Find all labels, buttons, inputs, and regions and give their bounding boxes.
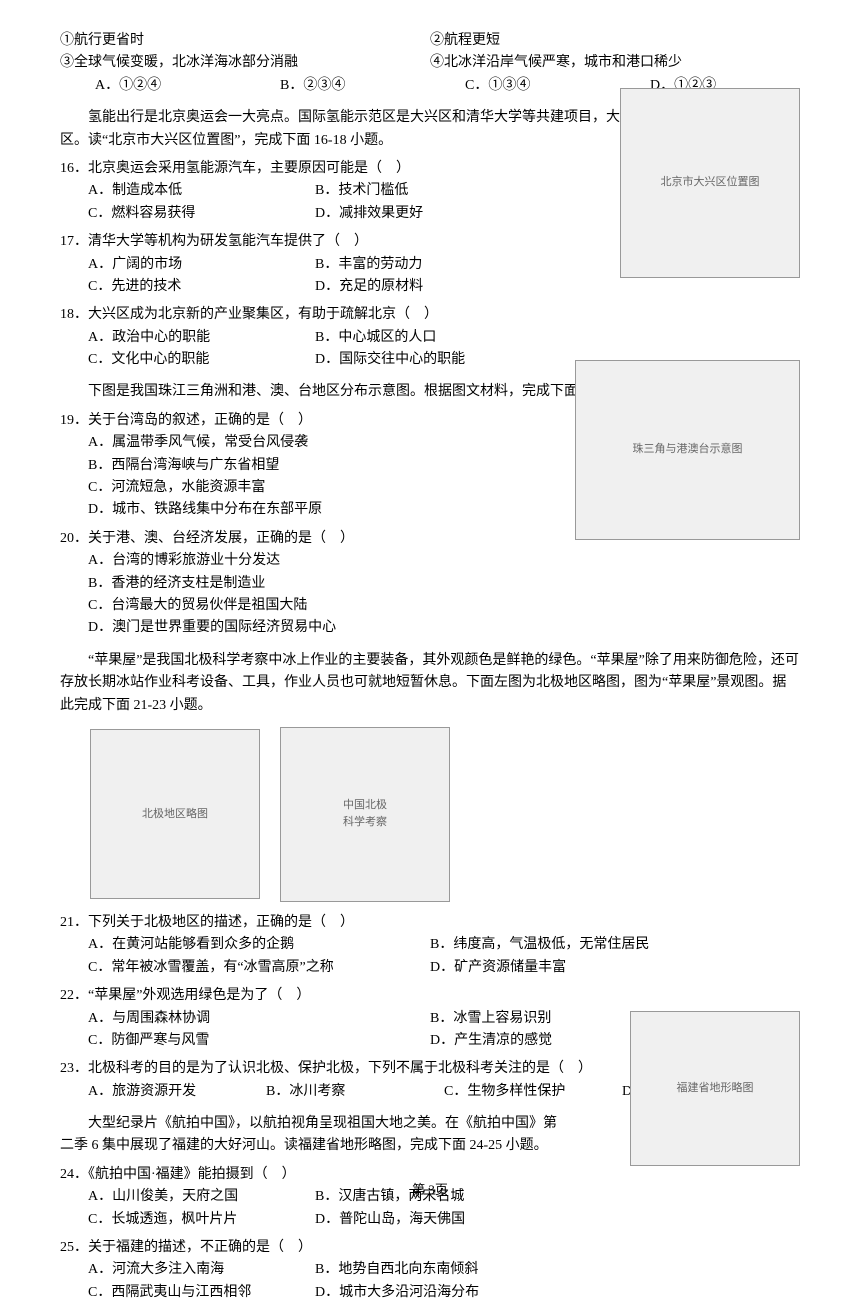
q18-stem: 18．大兴区成为北京新的产业聚集区，有助于疏解北京（ ） xyxy=(60,304,570,326)
q21-d: D．矿产资源储量丰富 xyxy=(430,957,800,979)
map2-label: 珠三角与港澳台示意图 xyxy=(633,441,743,459)
q20-d: D．澳门是世界重要的国际经济贸易中心 xyxy=(60,617,560,639)
q21-a: A．在黄河站能够看到众多的企鹅 xyxy=(60,934,430,956)
map3-label: 北极地区略图 xyxy=(142,806,208,824)
q18-c: C．文化中心的职能 xyxy=(60,349,315,371)
q23-b: B．冰川考察 xyxy=(266,1081,444,1103)
q17-c: C．先进的技术 xyxy=(60,276,315,298)
q17-a: A．广阔的市场 xyxy=(60,254,315,276)
q17-d: D．充足的原材料 xyxy=(315,276,570,298)
stmt-3: ③全球气候变暖，北冰洋海冰部分消融 xyxy=(60,52,430,74)
apple-label: 中国北极 科学考察 xyxy=(343,797,387,832)
q16-c: C．燃料容易获得 xyxy=(60,203,315,225)
page-footer: 第 3页 xyxy=(60,1180,800,1201)
opt-b: B．②③④ xyxy=(245,75,430,97)
q18-d: D．国际交往中心的职能 xyxy=(315,349,570,371)
q25-stem: 25．关于福建的描述，不正确的是（ ） xyxy=(60,1237,570,1259)
q16-opts-2: C．燃料容易获得 D．减排效果更好 xyxy=(60,203,570,225)
beijing-daxing-map: 北京市大兴区位置图 xyxy=(620,88,800,278)
q25-opts-2: C．西隔武夷山与江西相邻 D．城市大多沿河沿海分布 xyxy=(60,1282,570,1304)
q22-a: A．与周围森林协调 xyxy=(60,1008,430,1030)
q24-opts-2: C．长城透迤，枫叶片片 D．普陀山岛，海天佛国 xyxy=(60,1209,570,1231)
arctic-map: 北极地区略图 xyxy=(90,729,260,899)
q22-c: C．防御严寒与风雪 xyxy=(60,1030,430,1052)
fujian-map: 福建省地形略图 xyxy=(630,1011,800,1166)
q20-a: A．台湾的博彩旅游业十分发达 xyxy=(60,550,560,572)
q25-a: A．河流大多注入南海 xyxy=(60,1259,315,1281)
q21-opts-1: A．在黄河站能够看到众多的企鹅 B．纬度高，气温极低，无常住居民 xyxy=(60,934,800,956)
q19-stem: 19．关于台湾岛的叙述，正确的是（ ） xyxy=(60,410,560,432)
q18-opts-1: A．政治中心的职能 B．中心城区的人口 xyxy=(60,327,570,349)
q16-opts-1: A．制造成本低 B．技术门槛低 xyxy=(60,180,570,202)
q16-stem: 16．北京奥运会采用氢能源汽车，主要原因可能是（ ） xyxy=(60,158,570,180)
q17-b: B．丰富的劳动力 xyxy=(315,254,570,276)
q24-d: D．普陀山岛，海天佛国 xyxy=(315,1209,570,1231)
q23-a: A．旅游资源开发 xyxy=(60,1081,266,1103)
q23-c: C．生物多样性保护 xyxy=(444,1081,622,1103)
q17-opts-1: A．广阔的市场 B．丰富的劳动力 xyxy=(60,254,570,276)
q19-c: C．河流短急，水能资源丰富 xyxy=(60,477,560,499)
statement-row-2: ③全球气候变暖，北冰洋海冰部分消融 ④北冰洋沿岸气候严寒，城市和港口稀少 xyxy=(60,52,800,74)
apple-house-image: 中国北极 科学考察 xyxy=(280,727,450,902)
q22-stem: 22．“苹果屋”外观选用绿色是为了（ ） xyxy=(60,985,800,1007)
q19-d: D．城市、铁路线集中分布在东部平原 xyxy=(60,499,560,521)
q18-b: B．中心城区的人口 xyxy=(315,327,570,349)
q17-opts-2: C．先进的技术 D．充足的原材料 xyxy=(60,276,570,298)
q19-b: B．西隔台湾海峡与广东省相望 xyxy=(60,455,560,477)
q17-stem: 17．清华大学等机构为研发氢能汽车提供了（ ） xyxy=(60,231,570,253)
stmt-4: ④北冰洋沿岸气候严寒，城市和港口稀少 xyxy=(430,52,800,74)
q25-b: B．地势自西北向东南倾斜 xyxy=(315,1259,570,1281)
map5-label: 福建省地形略图 xyxy=(677,1080,754,1098)
intro-4: 大型纪录片《航拍中国》，以航拍视角呈现祖国大地之美。在《航拍中国》第二季 6 集… xyxy=(60,1113,570,1158)
q25-c: C．西隔武夷山与江西相邻 xyxy=(60,1282,315,1304)
q18-opts-2: C．文化中心的职能 D．国际交往中心的职能 xyxy=(60,349,570,371)
q24-c: C．长城透迤，枫叶片片 xyxy=(60,1209,315,1231)
q19-a: A．属温带季风气候，常受台风侵袭 xyxy=(60,432,560,454)
q21-c: C．常年被冰雪覆盖，有“冰雪高原”之称 xyxy=(60,957,430,979)
stmt-1: ①航行更省时 xyxy=(60,30,430,52)
q20-b: B．香港的经济支柱是制造业 xyxy=(60,573,560,595)
q25-d: D．城市大多沿河沿海分布 xyxy=(315,1282,570,1304)
q20-c: C．台湾最大的贸易伙伴是祖国大陆 xyxy=(60,595,560,617)
prd-taiwan-map: 珠三角与港澳台示意图 xyxy=(575,360,800,540)
q16-d: D．减排效果更好 xyxy=(315,203,570,225)
opt-a: A．①②④ xyxy=(60,75,245,97)
q21-opts-2: C．常年被冰雪覆盖，有“冰雪高原”之称 D．矿产资源储量丰富 xyxy=(60,957,800,979)
q16-b: B．技术门槛低 xyxy=(315,180,570,202)
map1-label: 北京市大兴区位置图 xyxy=(661,174,760,192)
stmt-2: ②航程更短 xyxy=(430,30,800,52)
q21-b: B．纬度高，气温极低，无常住居民 xyxy=(430,934,800,956)
q16-a: A．制造成本低 xyxy=(60,180,315,202)
q18-a: A．政治中心的职能 xyxy=(60,327,315,349)
arctic-images-row: 北极地区略图 中国北极 科学考察 xyxy=(90,727,800,902)
q21-stem: 21．下列关于北极地区的描述，正确的是（ ） xyxy=(60,912,800,934)
q25-opts-1: A．河流大多注入南海 B．地势自西北向东南倾斜 xyxy=(60,1259,570,1281)
opt-c: C．①③④ xyxy=(430,75,615,97)
q20-stem: 20．关于港、澳、台经济发展，正确的是（ ） xyxy=(60,528,560,550)
intro-3: “苹果屋”是我国北极科学考察中冰上作业的主要装备，其外观颜色是鲜艳的绿色。“苹果… xyxy=(60,650,800,717)
statement-row-1: ①航行更省时 ②航程更短 xyxy=(60,30,800,52)
